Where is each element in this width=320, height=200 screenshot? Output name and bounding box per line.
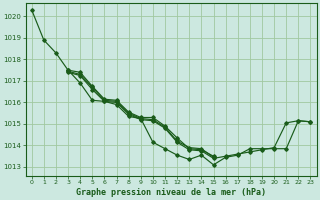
X-axis label: Graphe pression niveau de la mer (hPa): Graphe pression niveau de la mer (hPa) — [76, 188, 266, 197]
